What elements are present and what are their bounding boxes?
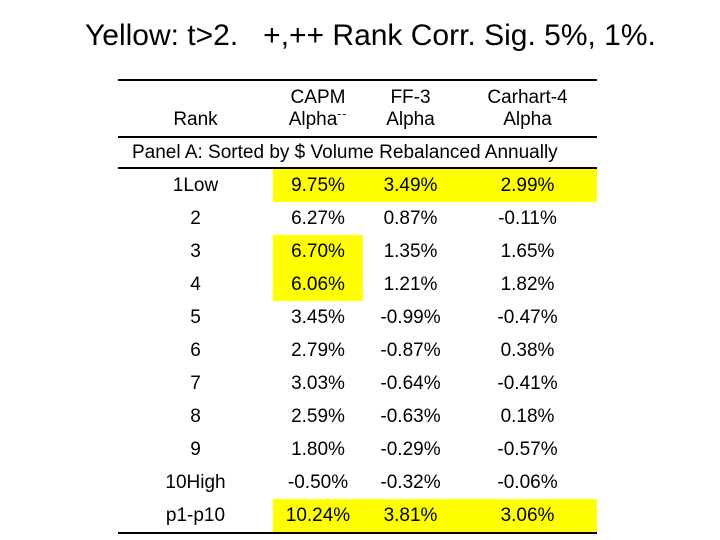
header-carhart-line1: Carhart-4 [487, 87, 568, 108]
table-row: 8 2.59% -0.63% 0.18% [118, 400, 597, 433]
ff3-value-cell: -0.64% [380, 372, 441, 394]
ff3-value-cell: -0.32% [380, 471, 441, 493]
capm-value-cell: 6.06% [273, 268, 363, 301]
carhart-value-cell: 0.38% [500, 339, 555, 361]
header-rank: Rank [118, 80, 273, 137]
ff3-value-cell: -0.29% [380, 438, 441, 460]
table-row: 4 6.06% 1.21% 1.82% [118, 268, 597, 301]
header-carhart-alpha: Carhart-4 Alpha [458, 80, 597, 137]
capm-value-cell: 6.27% [291, 207, 345, 229]
rank-cell: 6 [190, 339, 201, 361]
rank-cell: p1-p10 [165, 504, 226, 526]
rank-cell: 8 [190, 405, 201, 427]
carhart-value-cell: -0.57% [497, 438, 558, 460]
carhart-value-cell: 1.82% [500, 273, 555, 295]
carhart-value-cell: 2.99% [458, 168, 597, 202]
carhart-value-cell: -0.41% [497, 372, 558, 394]
header-ff3-alpha: FF-3 Alpha [363, 80, 458, 137]
table-header-row: Rank CAPM Alpha-- FF-3 Alpha Carhart-4 A… [118, 80, 597, 137]
table-row: 3 6.70% 1.35% 1.65% [118, 235, 597, 268]
capm-value-cell: 3.45% [291, 306, 345, 328]
header-ff3-line1: FF-3 [390, 87, 431, 108]
ff3-value-cell: -0.87% [380, 339, 441, 361]
rank-cell: 1Low [172, 174, 219, 196]
header-capm-line2: Alpha-- [288, 106, 348, 130]
table-body: 1Low 9.75% 3.49% 2.99% 2 6.27% 0.87% -0.11% 3 6.7… [118, 168, 597, 533]
carhart-value-cell: -0.47% [497, 306, 558, 328]
capm-value-cell: 10.24% [273, 499, 363, 533]
ff3-value-cell: -0.99% [380, 306, 441, 328]
rank-cell: 2 [190, 207, 201, 229]
header-capm-alpha: CAPM Alpha-- [273, 80, 363, 137]
rank-cell: 3 [190, 240, 201, 262]
table-row: 9 1.80% -0.29% -0.57% [118, 433, 597, 466]
capm-value-cell: 6.70% [273, 235, 363, 268]
capm-value-cell: 9.75% [273, 168, 363, 202]
ff3-value-cell: -0.63% [380, 405, 441, 427]
carhart-value-cell: 3.06% [458, 499, 597, 533]
capm-significance-superscript: -- [337, 106, 348, 121]
rank-cell: 9 [190, 438, 201, 460]
carhart-value-cell: -0.11% [498, 207, 557, 229]
table-row: 7 3.03% -0.64% -0.41% [118, 367, 597, 400]
capm-value-cell: 1.80% [291, 438, 345, 460]
capm-value-cell: 2.59% [291, 405, 345, 427]
header-capm-line1: CAPM [290, 87, 346, 108]
rank-cell: 5 [190, 306, 201, 328]
table-row: 6 2.79% -0.87% 0.38% [118, 334, 597, 367]
header-carhart-line2: Alpha [503, 109, 552, 130]
table-row: 10High -0.50% -0.32% -0.06% [118, 466, 597, 499]
ff3-value-cell: 0.87% [383, 207, 438, 229]
carhart-value-cell: 0.18% [500, 405, 555, 427]
carhart-value-cell: -0.06% [497, 471, 558, 493]
table-row: 5 3.45% -0.99% -0.47% [118, 301, 597, 334]
panel-a-label: Panel A: Sorted by $ Volume Rebalanced A… [132, 142, 558, 163]
table-row: 1Low 9.75% 3.49% 2.99% [118, 168, 597, 202]
rank-cell: 7 [190, 372, 201, 394]
ff3-value-cell: 1.21% [383, 273, 438, 295]
ff3-value-cell: 1.35% [383, 240, 438, 262]
ff3-value-cell: 3.49% [363, 168, 458, 202]
rank-cell: 10High [165, 471, 226, 493]
rank-cell: 4 [190, 273, 201, 295]
alpha-table: Rank CAPM Alpha-- FF-3 Alpha Carhart-4 A… [118, 79, 597, 534]
capm-value-cell: -0.50% [287, 471, 349, 493]
capm-value-cell: 2.79% [291, 339, 345, 361]
header-ff3-line2: Alpha [386, 109, 435, 130]
panel-a-row: Panel A: Sorted by $ Volume Rebalanced A… [118, 137, 597, 168]
carhart-value-cell: 1.65% [500, 240, 555, 262]
header-rank-label: Rank [173, 109, 218, 130]
ff3-value-cell: 3.81% [363, 499, 458, 533]
table-row: 2 6.27% 0.87% -0.11% [118, 202, 597, 235]
table-row: p1-p10 10.24% 3.81% 3.06% [118, 499, 597, 533]
slide-title: Yellow: t>2. +,++ Rank Corr. Sig. 5%, 1%… [85, 19, 656, 52]
capm-value-cell: 3.03% [291, 372, 345, 394]
